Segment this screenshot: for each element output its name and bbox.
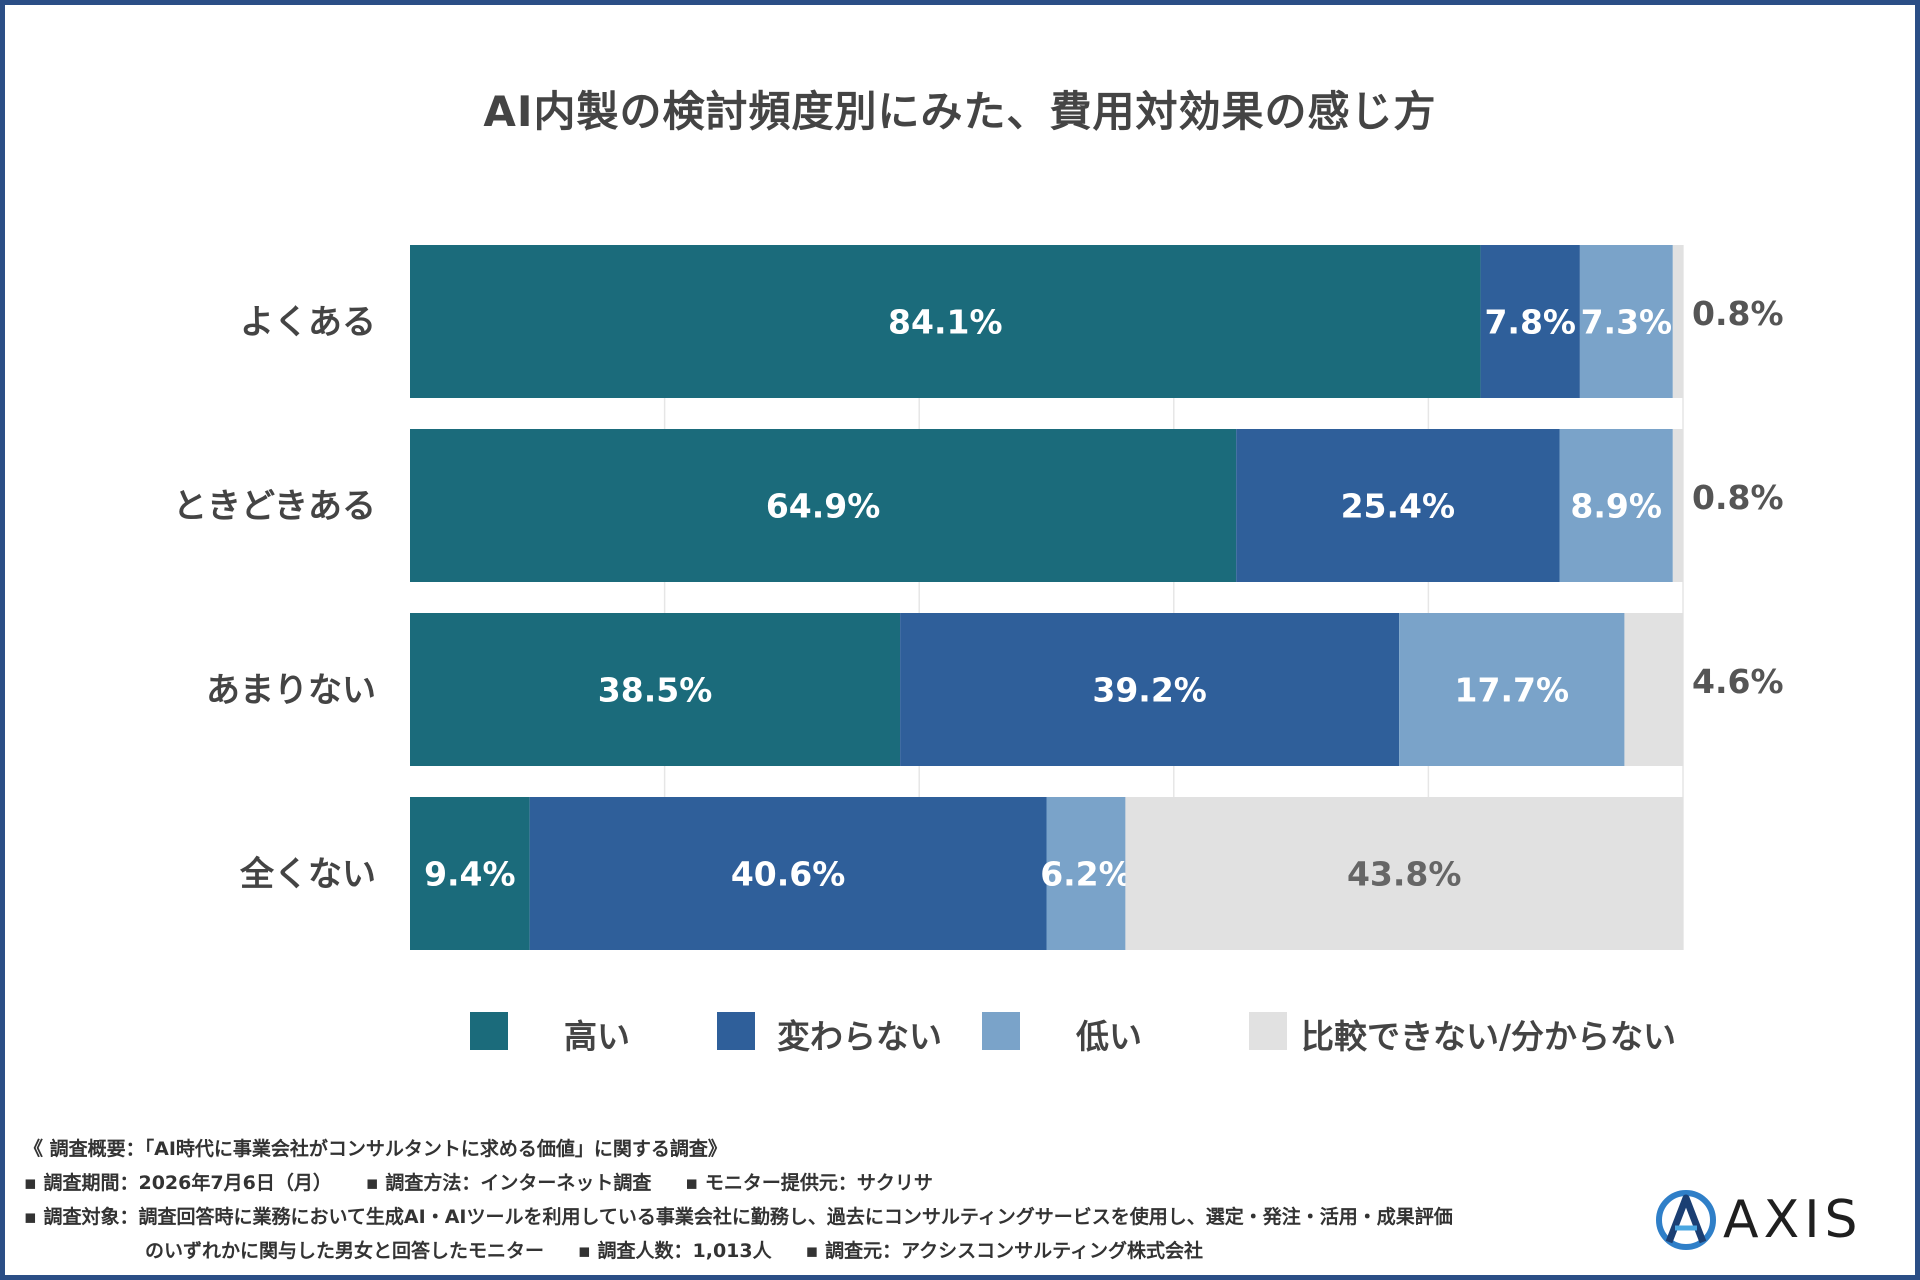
value-label: 7.8%: [1484, 303, 1576, 342]
bar-segment-same: [529, 797, 1047, 950]
bar-segment-low: [1399, 613, 1625, 766]
bar-segment-same: [1480, 245, 1580, 398]
value-label: 25.4%: [1341, 487, 1456, 526]
bar-segment-same: [1236, 429, 1560, 582]
value-label: 38.5%: [598, 671, 713, 710]
note-survey-target-cont: のいずれかに関与した男女と回答したモニター: [145, 1240, 545, 1262]
legend-swatch-na: [1249, 1012, 1287, 1050]
bar-segment-high: [410, 245, 1481, 398]
bar-segment-low: [1046, 797, 1126, 950]
category-label: あまりない: [206, 671, 376, 711]
value-label: 17.7%: [1455, 671, 1570, 710]
axis-logo: AXIS: [1655, 1190, 1885, 1250]
stacked-bar-chart: よくある 84.1% 7.8% 7.3% 0.8% ときどきある 64.9% 25.4% 8.9…: [173, 245, 1784, 950]
legend-swatch-same: [717, 1012, 755, 1050]
axis-logo-icon: [1656, 1190, 1716, 1250]
value-label: 8.9%: [1570, 487, 1662, 526]
legend-label-high: 高い: [564, 1017, 630, 1056]
bar-segment-na: [1672, 429, 1683, 582]
value-label: 0.8%: [1692, 294, 1784, 333]
note-survey-target-cont-row: のいずれかに関与した男女と回答したモニター ▪ 調査人数：1,013人 ▪ 調査元：…: [24, 1234, 1624, 1268]
chart-title: AI内製の検討頻度別にみた、費用対効果の感じ方: [483, 87, 1437, 136]
value-label: 84.1%: [888, 303, 1003, 342]
bar-segment-high: [410, 613, 901, 766]
bar-segment-low: [1559, 429, 1673, 582]
bar-segment-na: [1672, 245, 1683, 398]
legend-label-na: 比較できない/分からない: [1301, 1017, 1677, 1056]
note-survey-target: ▪ 調査対象：調査回答時に業務において生成AI・AIツールを利用している事業会社…: [24, 1206, 1453, 1228]
value-label: 39.2%: [1092, 671, 1207, 710]
category-label: 全くない: [239, 855, 376, 895]
value-label: 40.6%: [731, 855, 846, 894]
note-survey-overview: 《 調査概要：「AI時代に事業会社がコンサルタントに求める価値」に関する調査》: [24, 1138, 727, 1160]
note-survey-method: ▪ 調査方法：インターネット調査: [365, 1172, 652, 1194]
note-monitor-provider: ▪ モニター提供元：サクリサ: [685, 1172, 933, 1194]
category-label: よくある: [240, 303, 376, 343]
legend-label-same: 変わらない: [777, 1017, 942, 1056]
note-survey-period-row: ▪ 調査期間：2026年7月6日（月） ▪ 調査方法：インターネット調査 ▪ モニタ…: [24, 1166, 1624, 1200]
bar-segment-high: [410, 429, 1237, 582]
value-label: 0.8%: [1692, 478, 1784, 517]
bar-segment-same: [900, 613, 1400, 766]
bar-segment-low: [1579, 245, 1673, 398]
value-label: 43.8%: [1347, 855, 1462, 894]
legend-label-low: 低い: [1076, 1017, 1142, 1056]
note-respondents: ▪ 調査人数：1,013人: [578, 1240, 772, 1262]
note-survey-source: ▪ 調査元：アクシスコンサルティング株式会社: [805, 1240, 1204, 1262]
category-label: ときどきある: [173, 487, 376, 527]
legend-swatch-low: [982, 1012, 1020, 1050]
value-label: 4.6%: [1692, 662, 1784, 701]
legend: 高い 変わらない 低い 比較できない/分からない: [0, 1008, 1920, 1058]
survey-notes: 《 調査概要：「AI時代に事業会社がコンサルタントに求める価値」に関する調査》 …: [24, 1132, 1624, 1268]
bar-segment-na: [1125, 797, 1683, 950]
value-label: 7.3%: [1581, 303, 1673, 342]
value-label: 6.2%: [1040, 855, 1132, 894]
bar-segment-high: [410, 797, 530, 950]
value-label: 64.9%: [766, 487, 881, 526]
value-label: 9.4%: [424, 855, 516, 894]
bar-segment-na: [1624, 613, 1683, 766]
note-survey-period: ▪ 調査期間：2026年7月6日（月）: [24, 1172, 332, 1194]
legend-swatch-high: [470, 1012, 508, 1050]
axis-logo-text: AXIS: [1723, 1190, 1863, 1250]
